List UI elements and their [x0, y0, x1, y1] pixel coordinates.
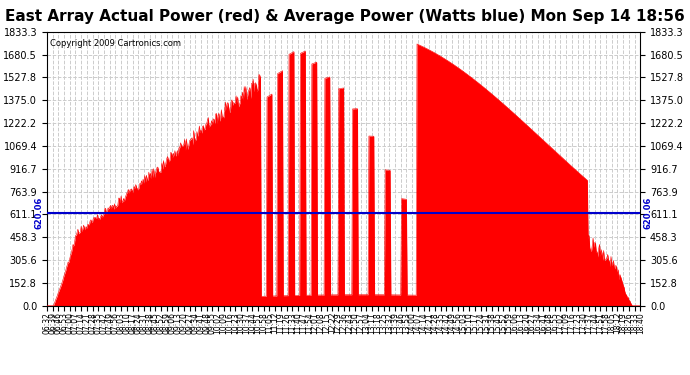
- Text: 620.06: 620.06: [643, 197, 652, 229]
- Text: 620.06: 620.06: [35, 197, 44, 229]
- Text: East Array Actual Power (red) & Average Power (Watts blue) Mon Sep 14 18:56: East Array Actual Power (red) & Average …: [5, 9, 685, 24]
- Text: Copyright 2009 Cartronics.com: Copyright 2009 Cartronics.com: [50, 39, 181, 48]
